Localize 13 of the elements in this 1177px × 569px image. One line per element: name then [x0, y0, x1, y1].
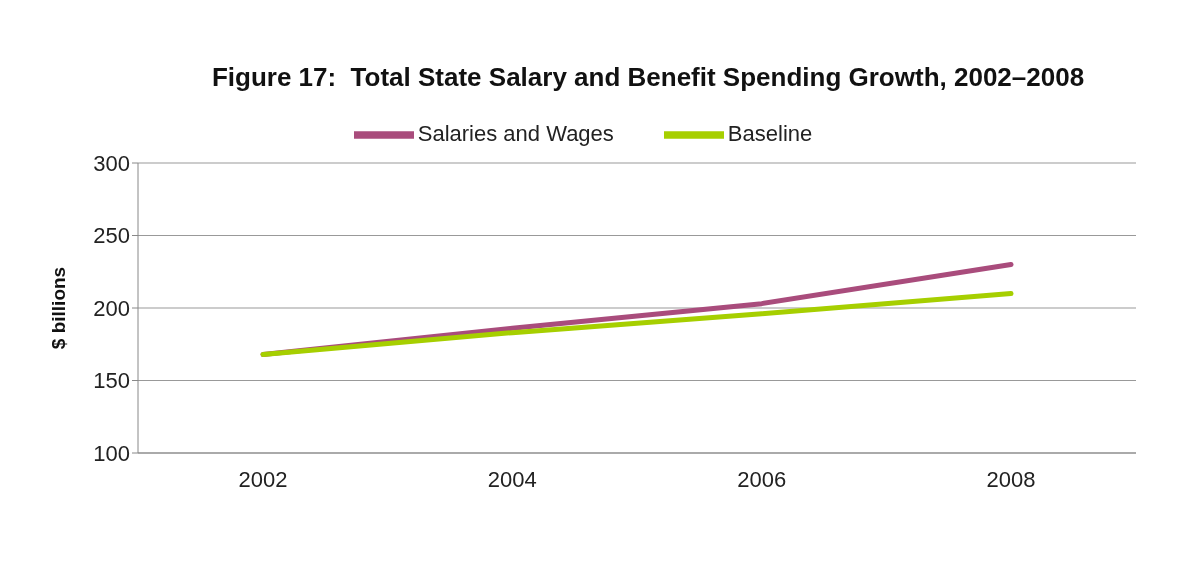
- x-tick-label: 2006: [737, 466, 787, 492]
- y-tick-label: 100: [93, 440, 130, 466]
- chart-title: Figure 17: Total State Salary and Benefit Spending Growth, 2002–2008: [210, 62, 1086, 93]
- x-tick-label: 2002: [238, 466, 288, 492]
- x-tick-label: 2008: [986, 466, 1036, 492]
- legend-label: Salaries and Wages: [417, 120, 614, 146]
- y-tick-label: 300: [93, 150, 130, 176]
- y-tick-label: 200: [93, 295, 130, 321]
- legend-label: Baseline: [727, 120, 813, 146]
- y-tick-label: 250: [93, 223, 130, 249]
- y-axis-title: $ billions: [47, 266, 69, 350]
- x-tick-label: 2004: [487, 466, 537, 492]
- y-tick-label: 150: [93, 368, 130, 394]
